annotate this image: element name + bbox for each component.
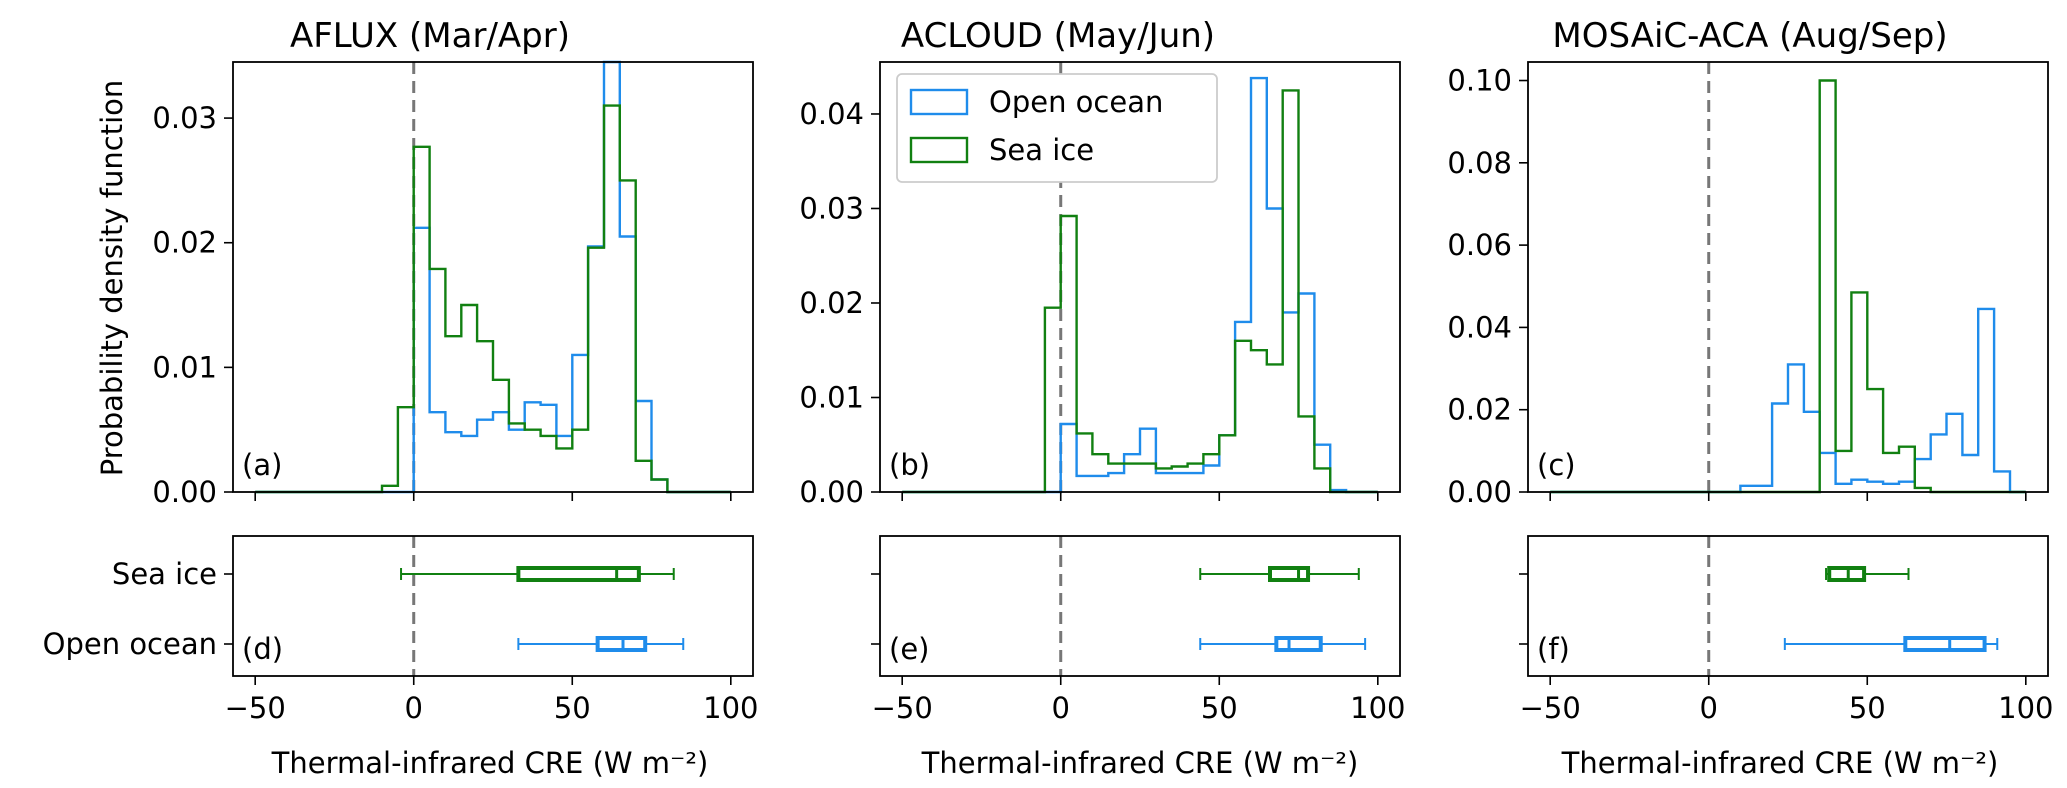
y-tick-label: 0.00: [799, 475, 864, 509]
panel-label: (e): [889, 632, 929, 666]
ylabel: Probability density function: [95, 80, 129, 477]
plot-frame: [879, 61, 1401, 493]
x-tick-label: −50: [1520, 691, 1581, 725]
y-tick-label: 0.02: [799, 286, 864, 320]
legend-swatch: [909, 136, 969, 164]
y-tick-label: 0.01: [152, 350, 217, 384]
y-tick-label: 0.04: [799, 97, 864, 131]
x-tick-label: 0: [1700, 691, 1718, 725]
boxplot-mosaic: −50 0 50 100 (f): [1519, 535, 2053, 725]
histogram-mosaic: 0.00 0.02 0.04 0.06 0.08 0.10 (c): [1447, 61, 2049, 509]
xlabel-acloud: Thermal-infrared CRE (W m⁻²): [921, 746, 1359, 780]
iqr-box: [1268, 566, 1311, 582]
y-tick-label: 0.03: [152, 101, 217, 135]
panel-label: (a): [242, 448, 282, 482]
box-sea-ice: [1199, 566, 1360, 582]
category-label: Open ocean: [43, 627, 217, 661]
category-label: Sea ice: [112, 557, 217, 591]
y-tick-label: 0.06: [1447, 228, 1512, 262]
panel-label: (b): [889, 448, 930, 482]
legend: Open ocean Sea ice: [896, 73, 1218, 183]
panel-label: (d): [242, 632, 283, 666]
x-tick-label: 100: [1998, 691, 2053, 725]
y-tick-label: 0.00: [152, 475, 217, 509]
legend-box: [896, 73, 1218, 183]
panel-label: (f): [1537, 632, 1570, 666]
histogram-aflux: 0.00 0.01 0.02 0.03 (a): [152, 60, 754, 509]
y-tick-label: 0.03: [799, 191, 864, 225]
title-mosaic: MOSAiC-ACA (Aug/Sep): [1552, 16, 1947, 56]
x-tick-label: 100: [703, 691, 758, 725]
x-tick-label: 50: [1201, 691, 1238, 725]
panel-acloud: ACLOUD (May/Jun) Thermal-infrared CRE (W…: [799, 16, 1405, 780]
panel-label: (c): [1537, 448, 1576, 482]
x-tick-label: 0: [1052, 691, 1070, 725]
x-tick-label: 100: [1350, 691, 1405, 725]
iqr-box: [516, 566, 641, 582]
box-open-ocean: [1783, 636, 1999, 652]
series-sea-ice: [1550, 79, 2026, 494]
box-open-ocean: [1199, 636, 1367, 652]
y-tick-label: 0.02: [152, 226, 217, 260]
plot-frame: [1527, 61, 2049, 493]
title-aflux: AFLUX (Mar/Apr): [290, 16, 570, 56]
iqr-box: [595, 636, 648, 652]
legend-label: Sea ice: [989, 133, 1094, 167]
box-open-ocean: [517, 636, 685, 652]
box-frame: [1527, 535, 2049, 677]
y-tick-label: 0.10: [1447, 64, 1512, 98]
boxplot-acloud: −50 0 50 100 (e): [871, 535, 1405, 725]
iqr-box: [1827, 566, 1867, 582]
legend-label: Open ocean: [989, 85, 1163, 119]
y-tick-label: 0.01: [799, 380, 864, 414]
histogram-acloud: 0.00 0.01 0.02 0.03 0.04 (b): [799, 61, 1401, 509]
series-open-ocean: [255, 60, 731, 494]
x-tick-label: 50: [1849, 691, 1886, 725]
y-tick-label: 0.04: [1447, 310, 1512, 344]
box-frame: [232, 535, 754, 677]
x-tick-label: −50: [225, 691, 286, 725]
panel-aflux: AFLUX (Mar/Apr) Probability density func…: [43, 16, 759, 780]
x-tick-label: 50: [554, 691, 591, 725]
box-sea-ice: [400, 566, 675, 582]
title-acloud: ACLOUD (May/Jun): [901, 16, 1215, 56]
y-tick-label: 0.08: [1447, 146, 1512, 180]
x-tick-label: −50: [872, 691, 933, 725]
legend-swatch: [909, 88, 969, 116]
series-open-ocean: [1550, 307, 2026, 494]
y-tick-label: 0.02: [1447, 393, 1512, 427]
panel-mosaic: MOSAiC-ACA (Aug/Sep) Thermal-infrared CR…: [1447, 16, 2053, 780]
x-tick-label: 0: [405, 691, 423, 725]
y-tick-label: 0.00: [1447, 475, 1512, 509]
iqr-box: [1903, 636, 1987, 652]
xlabel-aflux: Thermal-infrared CRE (W m⁻²): [271, 746, 709, 780]
plot-frame: [232, 61, 754, 493]
series-sea-ice: [255, 104, 731, 494]
boxplot-aflux: Sea ice Open ocean−50 0 50 100 (d): [43, 535, 758, 725]
box-frame: [879, 535, 1401, 677]
iqr-box: [1274, 636, 1323, 652]
xlabel-mosaic: Thermal-infrared CRE (W m⁻²): [1561, 746, 1999, 780]
box-sea-ice: [1825, 566, 1910, 582]
